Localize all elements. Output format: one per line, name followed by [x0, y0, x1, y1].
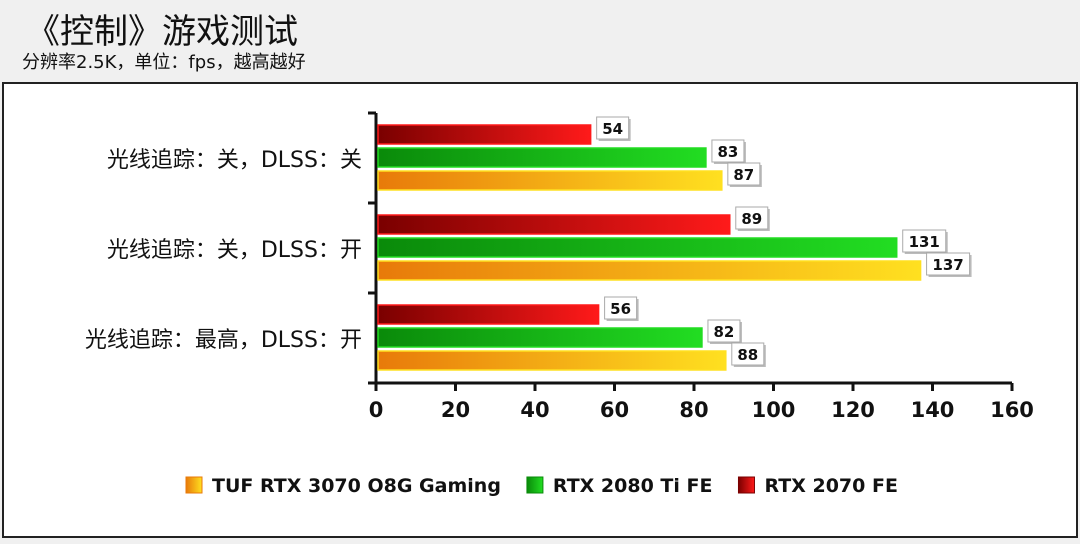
bar: [377, 260, 922, 281]
bar: [377, 327, 703, 348]
data-label: 131: [909, 233, 940, 251]
legend-swatch: [737, 476, 755, 494]
data-label-box: [926, 252, 971, 276]
category-label: 光线追踪：关，DLSS：关: [107, 148, 362, 173]
legend-label: TUF RTX 3070 O8G Gaming: [212, 475, 501, 497]
page-subtitle: 分辨率2.5K，单位：fps，越高越好: [22, 52, 306, 73]
bar: [377, 237, 898, 258]
data-label: 87: [733, 166, 754, 184]
category-label: 光线追踪：最高，DLSS：开: [85, 328, 362, 353]
bar: [377, 124, 592, 145]
page-title: 《控制》游戏测试: [26, 12, 298, 52]
data-label-box: [727, 162, 761, 186]
x-tick-label: 100: [752, 398, 796, 422]
data-label-box: [902, 229, 947, 253]
data-label: 88: [737, 346, 758, 364]
data-label-box: [731, 342, 765, 366]
x-tick-label: 140: [911, 398, 955, 422]
data-label-box: [735, 206, 769, 230]
bar: [377, 147, 707, 168]
data-label-box: [604, 296, 638, 320]
bar: [377, 304, 600, 325]
x-tick-label: 60: [600, 398, 629, 422]
legend-label: RTX 2070 FE: [764, 475, 897, 497]
data-label: 54: [602, 120, 623, 138]
bar: [377, 170, 723, 191]
x-tick-label: 120: [831, 398, 875, 422]
data-label: 137: [932, 256, 963, 274]
data-label: 56: [610, 300, 631, 318]
x-tick-label: 160: [990, 398, 1034, 422]
x-tick-label: 40: [520, 398, 549, 422]
category-label: 光线追踪：关，DLSS：开: [107, 238, 362, 263]
legend-swatch: [526, 476, 544, 494]
legend-label: RTX 2080 Ti FE: [553, 475, 713, 497]
data-label: 82: [714, 323, 735, 341]
bar: [377, 214, 731, 235]
data-label: 89: [741, 210, 762, 228]
x-tick-label: 20: [441, 398, 470, 422]
x-tick-label: 0: [369, 398, 384, 422]
data-label-box: [596, 116, 630, 140]
bar: [377, 350, 727, 371]
data-label: 83: [717, 143, 738, 161]
legend-swatch: [185, 476, 203, 494]
data-label-box: [707, 319, 741, 343]
data-label-box: [711, 139, 745, 163]
x-tick-label: 80: [679, 398, 708, 422]
